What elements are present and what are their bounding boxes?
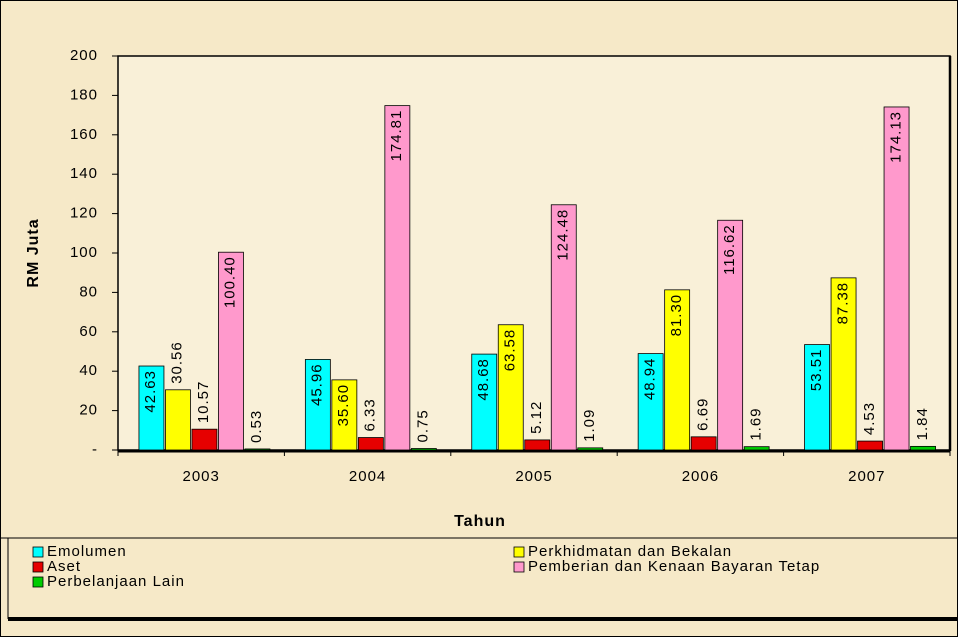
x-tick-label: 2004 [349, 468, 386, 485]
data-label: 30.56 [169, 341, 186, 384]
x-tick-label: 2006 [682, 468, 719, 485]
data-label: 4.53 [861, 402, 878, 435]
data-label: 1.69 [747, 407, 764, 440]
bar [165, 389, 191, 451]
data-label: 6.69 [694, 398, 711, 431]
data-label: 124.48 [554, 209, 571, 261]
legend-swatch [32, 576, 44, 588]
y-tick-label: 20 [79, 402, 98, 419]
data-label: 48.68 [475, 358, 492, 401]
bar [717, 219, 744, 451]
data-label: 174.13 [887, 111, 904, 163]
y-tick-label: 140 [70, 165, 98, 182]
y-axis-title: RM Juta [25, 218, 42, 287]
bar [331, 379, 358, 451]
bar [857, 440, 883, 451]
data-label: 42.63 [142, 370, 159, 413]
data-label: 5.12 [528, 401, 545, 434]
bar [138, 365, 165, 451]
y-tick-label: 160 [70, 126, 98, 143]
bar [244, 448, 271, 451]
bar [664, 289, 691, 451]
bar [743, 446, 770, 451]
data-label: 0.53 [248, 410, 265, 443]
y-tick-label: 180 [70, 86, 98, 103]
legend-label: Aset [47, 558, 81, 575]
bar [357, 437, 384, 451]
bar [191, 428, 218, 451]
data-label: 1.09 [581, 409, 598, 442]
data-label: 0.75 [415, 409, 432, 442]
x-tick-label: 2005 [515, 468, 552, 485]
bar [471, 353, 498, 451]
legend-swatch [513, 561, 525, 573]
data-label: 1.84 [914, 407, 931, 440]
legend-swatch [513, 546, 525, 558]
data-label: 48.94 [641, 358, 658, 401]
data-label: 81.30 [668, 294, 685, 337]
bar [910, 445, 936, 451]
legend-label: Pemberian dan Kenaan Bayaran Tetap [528, 558, 820, 575]
legend-swatch [32, 561, 44, 573]
bar [384, 105, 411, 451]
bar [524, 439, 551, 451]
data-label: 174.81 [388, 110, 405, 162]
y-tick-label: 120 [70, 205, 98, 222]
data-label: 53.51 [808, 349, 825, 392]
bar [804, 344, 830, 451]
y-tick-label: 60 [79, 323, 98, 340]
bar [218, 251, 244, 451]
data-label: 6.33 [362, 398, 379, 431]
y-tick-label: 100 [70, 244, 98, 261]
x-axis-title: Tahun [454, 513, 506, 530]
data-label: 35.60 [335, 384, 352, 427]
bar [690, 436, 717, 451]
bar [497, 324, 524, 451]
legend-label: Perbelanjaan Lain [47, 573, 185, 590]
legend-swatch [32, 546, 44, 558]
legend-label: Emolumen [47, 543, 127, 560]
data-label: 87.38 [834, 282, 851, 325]
data-label: 100.40 [222, 256, 239, 308]
bar [830, 277, 857, 451]
bar [410, 448, 437, 451]
y-tick-label: 80 [79, 283, 98, 300]
x-tick-label: 2007 [848, 468, 885, 485]
legend-label: Perkhidmatan dan Bekalan [528, 543, 732, 560]
bar [550, 204, 577, 451]
y-tick-label: 40 [79, 362, 98, 379]
data-label: 10.57 [195, 381, 212, 424]
data-label: 63.58 [501, 329, 518, 372]
bar [304, 359, 331, 451]
y-tick-label: - [92, 441, 98, 458]
bar [637, 353, 664, 451]
data-label: 45.96 [309, 363, 326, 406]
x-tick-label: 2003 [183, 468, 220, 485]
bar [577, 447, 604, 451]
bar [883, 106, 910, 451]
data-label: 116.62 [721, 224, 738, 275]
y-tick-label: 200 [70, 47, 98, 64]
